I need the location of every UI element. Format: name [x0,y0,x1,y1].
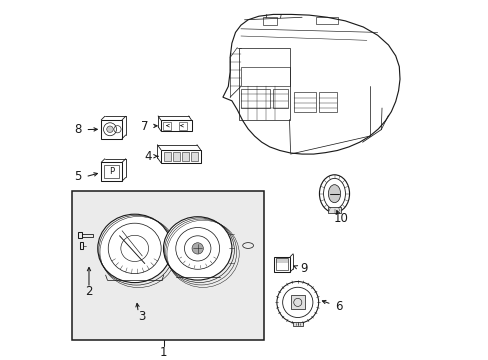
Bar [292,322,302,326]
Polygon shape [223,14,399,154]
Circle shape [276,282,318,323]
Bar [104,165,119,178]
Bar [241,67,289,86]
Text: 7: 7 [141,120,148,132]
Text: 3: 3 [138,310,145,323]
Bar [294,92,315,112]
Bar [316,17,337,24]
Bar [81,234,92,237]
Bar [161,150,200,163]
Bar [80,242,83,249]
Text: 5: 5 [74,170,81,183]
Bar [275,258,288,270]
Ellipse shape [163,217,231,280]
Bar [290,295,304,310]
Bar [239,48,289,120]
Text: 4: 4 [144,150,151,163]
Bar [182,152,189,161]
Bar [101,120,122,139]
Text: 6: 6 [334,300,342,313]
Bar [72,191,264,340]
Ellipse shape [98,214,171,283]
Text: 2: 2 [85,285,93,298]
Bar [190,152,198,161]
Bar [241,89,269,108]
Bar [319,92,337,112]
Bar [163,152,171,161]
Bar [273,89,287,108]
Text: 9: 9 [300,262,307,275]
Text: 8: 8 [74,123,81,136]
Bar [163,122,171,130]
Text: P: P [109,167,114,176]
Bar [327,207,340,213]
Text: 10: 10 [333,212,348,225]
Circle shape [106,126,113,132]
Bar [262,17,276,25]
Ellipse shape [192,243,203,254]
Bar [178,122,186,130]
Text: 1: 1 [160,346,167,359]
Bar [161,120,191,131]
Bar [172,152,180,161]
Ellipse shape [319,175,349,212]
Bar [273,257,289,272]
Bar [78,232,81,238]
Bar [101,162,122,181]
Ellipse shape [327,185,340,203]
